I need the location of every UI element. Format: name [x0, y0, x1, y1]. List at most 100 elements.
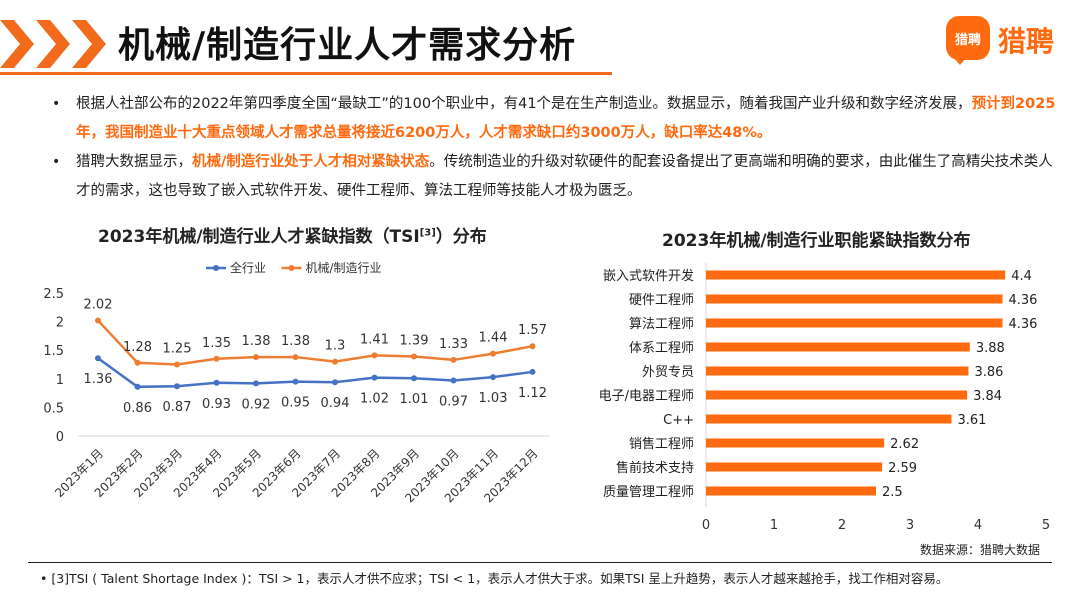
data-label: 1.35	[202, 336, 231, 351]
data-label: 0.92	[242, 397, 271, 412]
data-point	[450, 377, 457, 384]
data-point	[292, 378, 299, 385]
x-tick-label: 5	[1042, 518, 1050, 533]
bullet-list: • 根据人社部公布的2022年第四季度全国“最缺工”的100个职业中，有41个是…	[40, 90, 1060, 206]
liepin-logo: 猎聘 猎聘	[928, 14, 1078, 65]
bar-value-label: 4.36	[1008, 293, 1037, 308]
data-point	[490, 374, 496, 381]
data-point	[411, 375, 417, 382]
bar	[706, 486, 876, 496]
data-label: 1.12	[518, 386, 547, 401]
tsi-line-chart: 全行业 机械/制造行业00.511.522.52023年1月2023年2月2023…	[43, 260, 550, 505]
category-label: 嵌入式软件开发	[603, 268, 694, 284]
data-point	[529, 368, 536, 375]
data-label: 1.33	[439, 337, 468, 352]
data-label: 1.38	[242, 334, 271, 349]
x-tick-label: 1	[770, 518, 778, 533]
y-tick-label: 0	[56, 430, 64, 445]
category-label: 体系工程师	[629, 341, 694, 356]
bar	[706, 366, 969, 376]
bar	[706, 390, 968, 400]
bullet-text: 猎聘大数据显示，	[76, 154, 192, 170]
data-source: 数据来源：猎聘大数据	[920, 543, 1041, 557]
bar-value-label: 4.4	[1011, 269, 1032, 284]
bar-value-label: 2.59	[888, 461, 917, 476]
data-label: 1.39	[400, 333, 429, 348]
data-point	[332, 358, 338, 365]
category-label: C++	[663, 413, 694, 428]
data-point	[371, 352, 378, 359]
series-line-0	[97, 357, 533, 389]
bar-value-label: 2.5	[882, 485, 903, 500]
x-tick-label: 4	[974, 518, 982, 533]
x-tick-label: 0	[702, 518, 710, 533]
bar	[706, 438, 885, 448]
logo-badge: 猎聘	[946, 16, 990, 65]
data-point	[253, 354, 259, 361]
category-label: 硬件工程师	[629, 293, 694, 308]
y-tick-label: 1.5	[43, 344, 64, 359]
bar-value-label: 3.88	[976, 341, 1005, 356]
bullet-item: • 猎聘大数据显示，机械/制造行业处于人才相对紧缺状态。传统制造业的升级对软硬件…	[40, 148, 1060, 206]
bullet-text: 根据人社部公布的2022年第四季度全国“最缺工”的100个职业中，有41个是在生…	[76, 96, 972, 112]
legend-label: 全行业	[230, 260, 266, 275]
bar	[706, 294, 1003, 304]
y-tick-label: 2	[56, 316, 64, 331]
data-point	[174, 361, 180, 368]
data-label: 1.57	[518, 323, 547, 338]
bar-value-label: 2.62	[890, 437, 919, 452]
x-tick-label: 2	[838, 518, 846, 533]
data-point	[332, 379, 338, 386]
data-point	[174, 383, 180, 390]
bar	[706, 414, 952, 424]
bullet-highlight: 预计到2025年，我国制造业十大重点领域人才需求总量将接近6200万人，人才需求…	[76, 96, 1056, 141]
data-label: 2.02	[84, 297, 113, 312]
legend-marker-0	[213, 265, 219, 271]
category-label: 外贸专员	[642, 365, 694, 380]
legend-label: 机械/制造行业	[306, 260, 382, 275]
category-label: 算法工程师	[629, 317, 694, 332]
data-label: 0.86	[123, 401, 152, 416]
line-chart-title-sup: [3]	[419, 227, 436, 239]
data-point	[450, 356, 457, 363]
bullet-dot: •	[52, 96, 61, 112]
line-chart-title-main: 2023年机械/制造行业人才紧缺指数（TSI	[98, 227, 420, 247]
bar-value-label: 3.61	[957, 413, 986, 428]
data-point	[292, 354, 299, 361]
logo-text: 猎聘	[998, 25, 1055, 58]
bullet-dot: •	[52, 154, 61, 170]
bar-chart-title: 2023年机械/制造行业职能紧缺指数分布	[662, 231, 971, 251]
y-tick-label: 1	[56, 373, 64, 388]
data-label: 1.03	[479, 391, 508, 406]
bar	[706, 342, 970, 352]
data-point	[213, 379, 220, 386]
data-label: 0.94	[321, 396, 350, 411]
bar	[706, 462, 883, 472]
data-label: 1.02	[360, 392, 389, 407]
data-point	[371, 374, 378, 381]
title-underline	[0, 72, 612, 75]
bullet-text-post: 。传统制造业的升级对软硬件的配套设备提出了更高端和明确的要求，由此催生了高精尖技…	[76, 154, 1053, 199]
data-label: 1.3	[325, 339, 346, 354]
data-label: 1.41	[360, 332, 389, 347]
data-label: 0.97	[439, 395, 468, 410]
data-label: 1.25	[163, 342, 192, 357]
bar-value-label: 3.86	[974, 365, 1003, 380]
bullet-item: • 根据人社部公布的2022年第四季度全国“最缺工”的100个职业中，有41个是…	[40, 90, 1060, 148]
category-label: 电子/电器工程师	[599, 389, 694, 404]
category-label: 质量管理工程师	[603, 485, 694, 500]
data-label: 1.01	[400, 392, 429, 407]
data-label: 0.87	[163, 400, 192, 415]
bar-value-label: 4.36	[1008, 317, 1037, 332]
x-tick-label: 3	[906, 518, 914, 533]
data-point	[134, 383, 141, 390]
y-tick-label: 0.5	[43, 401, 64, 416]
data-point	[134, 359, 141, 366]
data-point	[95, 317, 101, 324]
bar	[706, 270, 1006, 280]
line-chart-title-end: ）分布	[435, 227, 487, 247]
category-label: 售前技术支持	[616, 460, 694, 476]
data-point	[95, 355, 101, 362]
footnote: • [3]TSI ( Talent Shortage Index )：TSI >…	[40, 571, 949, 586]
data-label: 0.93	[202, 397, 231, 412]
